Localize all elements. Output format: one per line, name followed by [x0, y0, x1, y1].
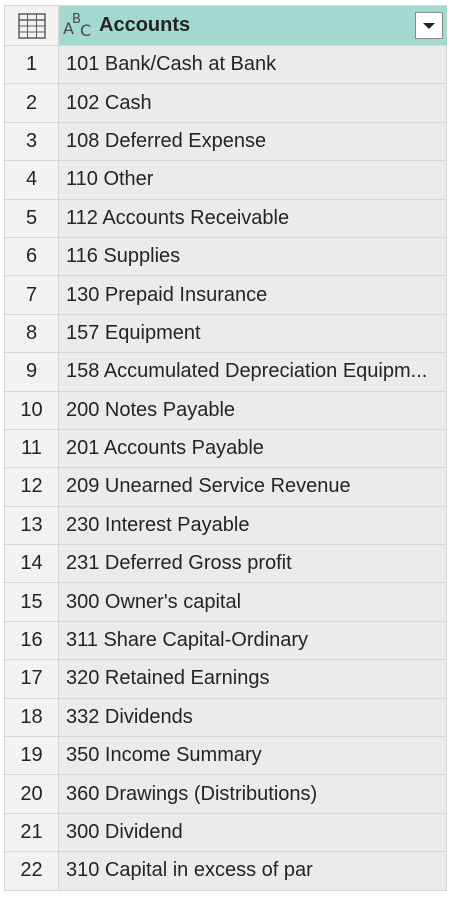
row-number[interactable]: 1: [5, 46, 59, 84]
cell-value: 101 Bank/Cash at Bank: [66, 53, 277, 76]
cell-value: 116 Supplies: [66, 245, 181, 268]
table-row[interactable]: 2 102 Cash: [5, 84, 447, 123]
table-cell[interactable]: 230 Interest Payable: [59, 506, 447, 545]
cell-value: 102 Cash: [66, 91, 152, 114]
table-cell[interactable]: 101 Bank/Cash at Bank: [59, 46, 447, 84]
table-cell[interactable]: 112 Accounts Receivable: [59, 199, 447, 237]
table-cell[interactable]: 130 Prepaid Insurance: [59, 276, 447, 314]
cell-value: 231 Deferred Gross profit: [66, 552, 292, 575]
table-row[interactable]: 19 350 Income Summary: [5, 737, 447, 776]
table-row[interactable]: 13 230 Interest Payable: [5, 506, 447, 546]
table-cell[interactable]: 300 Owner's capital: [59, 583, 447, 621]
row-number[interactable]: 18: [5, 698, 59, 737]
table-row[interactable]: 18 332 Dividends: [5, 698, 447, 738]
column-filter-dropdown-button[interactable]: [415, 12, 443, 39]
table-row[interactable]: 10 200 Notes Payable: [5, 391, 447, 430]
row-number[interactable]: 21: [5, 813, 59, 852]
cell-value: 158 Accumulated Depreciation Equipm...: [66, 360, 428, 383]
row-number[interactable]: 17: [5, 660, 59, 698]
table-cell[interactable]: 108 Deferred Expense: [59, 122, 447, 161]
table-row[interactable]: 15 300 Owner's capital: [5, 583, 447, 622]
cell-value: 209 Unearned Service Revenue: [66, 475, 351, 498]
grid-body: 1 101 Bank/Cash at Bank 2 102 Cash 3 108 Defe…: [5, 46, 447, 891]
table-cell[interactable]: 157 Equipment: [59, 314, 447, 353]
row-number[interactable]: 11: [5, 429, 59, 468]
row-number[interactable]: 20: [5, 775, 59, 813]
cell-value: 112 Accounts Receivable: [66, 206, 290, 229]
row-number[interactable]: 7: [5, 276, 59, 314]
table-row[interactable]: 5 112 Accounts Receivable: [5, 199, 447, 238]
row-number[interactable]: 9: [5, 353, 59, 391]
cell-value: 110 Other: [66, 168, 154, 191]
table-cell[interactable]: 201 Accounts Payable: [59, 429, 447, 468]
row-number[interactable]: 14: [5, 545, 59, 583]
table-row[interactable]: 16 311 Share Capital-Ordinary: [5, 621, 447, 661]
cell-value: 300 Dividend: [66, 821, 183, 843]
table-cell[interactable]: 300 Dividend: [59, 813, 447, 852]
table-cell[interactable]: 360 Drawings (Distributions): [59, 775, 447, 813]
cell-value: 332 Dividends: [66, 705, 193, 728]
table-cell[interactable]: 209 Unearned Service Revenue: [59, 468, 447, 506]
cell-value: 360 Drawings (Distributions): [66, 782, 318, 805]
table-cell[interactable]: 231 Deferred Gross profit: [59, 545, 447, 583]
table-row[interactable]: 12 209 Unearned Service Revenue: [5, 468, 447, 507]
table-row[interactable]: 8 157 Equipment: [5, 314, 447, 354]
row-number[interactable]: 12: [5, 468, 59, 506]
table-row[interactable]: 22 310 Capital in excess of par: [5, 852, 447, 891]
cell-value: 201 Accounts Payable: [66, 437, 264, 460]
chevron-down-icon: [423, 22, 435, 29]
table-row[interactable]: 9 158 Accumulated Depreciation Equipm...: [5, 353, 447, 392]
row-number[interactable]: 5: [5, 199, 59, 237]
select-all-table-button[interactable]: [5, 6, 59, 45]
row-number[interactable]: 6: [5, 237, 59, 276]
table-cell[interactable]: 102 Cash: [59, 84, 447, 122]
cell-value: 200 Notes Payable: [66, 398, 236, 421]
table-cell[interactable]: 311 Share Capital-Ordinary: [59, 621, 447, 660]
table-cell[interactable]: 332 Dividends: [59, 698, 447, 737]
cell-value: 350 Income Summary: [66, 744, 262, 767]
column-title: Accounts: [99, 14, 191, 36]
table-cell[interactable]: 320 Retained Earnings: [59, 660, 447, 698]
row-number[interactable]: 3: [5, 122, 59, 161]
table-cell[interactable]: 310 Capital in excess of par: [59, 852, 447, 890]
cell-value: 300 Owner's capital: [66, 590, 242, 613]
cell-value: 320 Retained Earnings: [66, 667, 270, 690]
table-row[interactable]: 7 130 Prepaid Insurance: [5, 276, 447, 315]
table-row[interactable]: 4 110 Other: [5, 161, 447, 200]
row-number[interactable]: 19: [5, 737, 59, 775]
table-row[interactable]: 20 360 Drawings (Distributions): [5, 775, 447, 814]
table-row[interactable]: 11 201 Accounts Payable: [5, 429, 447, 469]
table-row[interactable]: 3 108 Deferred Expense: [5, 122, 447, 162]
table-cell[interactable]: 158 Accumulated Depreciation Equipm...: [59, 353, 447, 391]
row-number[interactable]: 4: [5, 161, 59, 199]
table-icon: [17, 12, 46, 39]
cell-value: 230 Interest Payable: [66, 513, 250, 536]
cell-value: 310 Capital in excess of par: [66, 859, 313, 882]
table-row[interactable]: 17 320 Retained Earnings: [5, 660, 447, 699]
table-cell[interactable]: 350 Income Summary: [59, 737, 447, 775]
row-number[interactable]: 13: [5, 506, 59, 545]
cell-value: 108 Deferred Expense: [66, 129, 267, 152]
cell-value: 157 Equipment: [66, 321, 201, 344]
table-row[interactable]: 6 116 Supplies: [5, 237, 447, 277]
row-number[interactable]: 2: [5, 84, 59, 122]
row-number[interactable]: 10: [5, 391, 59, 429]
cell-value: 311 Share Capital-Ordinary: [66, 629, 308, 652]
row-number[interactable]: 16: [5, 621, 59, 660]
table-cell[interactable]: 200 Notes Payable: [59, 391, 447, 429]
cell-value: 130 Prepaid Insurance: [66, 283, 268, 306]
table-cell[interactable]: 110 Other: [59, 161, 447, 199]
table-row[interactable]: 1 101 Bank/Cash at Bank: [5, 46, 447, 85]
row-number[interactable]: 15: [5, 583, 59, 621]
row-number[interactable]: 8: [5, 314, 59, 353]
table-row[interactable]: 21 300 Dividend: [5, 813, 447, 853]
table-row[interactable]: 14 231 Deferred Gross profit: [5, 545, 447, 584]
row-number[interactable]: 22: [5, 852, 59, 890]
table-cell[interactable]: 116 Supplies: [59, 237, 447, 276]
